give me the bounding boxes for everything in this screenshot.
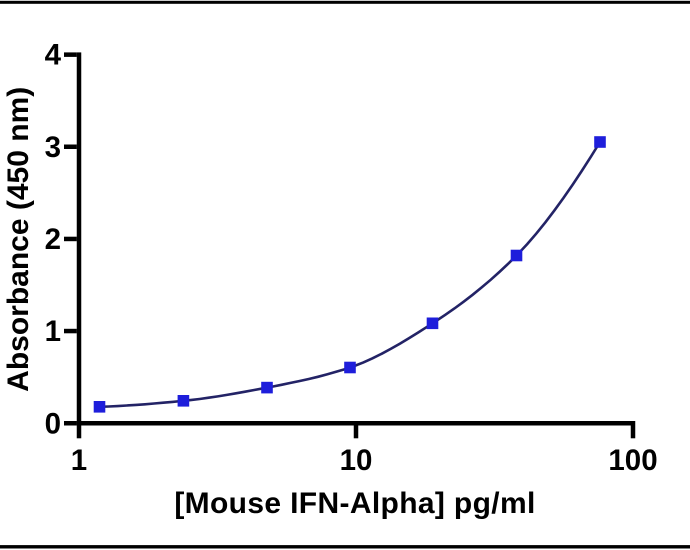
svg-text:10: 10 <box>340 444 373 477</box>
svg-text:0: 0 <box>45 407 61 440</box>
svg-text:2: 2 <box>45 223 61 256</box>
svg-text:100: 100 <box>608 444 657 477</box>
svg-text:[Mouse IFN-Alpha] pg/ml: [Mouse IFN-Alpha] pg/ml <box>174 487 535 520</box>
svg-text:4: 4 <box>45 39 62 72</box>
svg-text:1: 1 <box>71 444 87 477</box>
svg-text:1: 1 <box>45 315 61 348</box>
svg-text:3: 3 <box>45 131 61 164</box>
svg-text:Absorbance (450 nm): Absorbance (450 nm) <box>2 87 35 392</box>
